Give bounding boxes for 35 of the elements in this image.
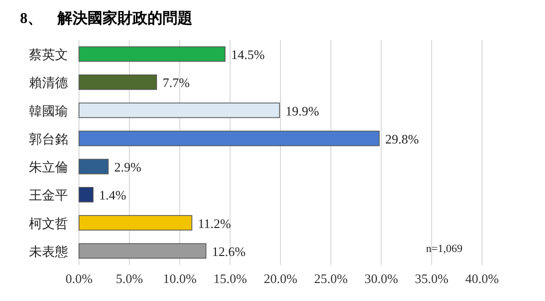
x-tick-label: 40.0% [465,271,499,286]
y-tick-label: 未表態 [29,244,68,259]
bar [78,186,94,202]
y-tick-label: 韓國瑜 [29,103,68,118]
data-label: 11.2% [198,216,232,231]
bar [78,102,280,118]
data-label: 2.9% [114,160,142,175]
data-label: 1.4% [99,188,126,203]
x-tick-label: 25.0% [314,271,348,286]
y-tick-label: 賴清德 [29,75,68,90]
x-tick-label: 10.0% [162,271,197,286]
bar [78,130,380,146]
x-tick-label: 30.0% [364,271,398,286]
y-tick-label: 朱立倫 [29,160,68,175]
x-tick-label: 35.0% [414,271,449,286]
data-label: 7.7% [162,75,190,90]
title: 8、 解決國家財政的問題 [20,11,192,27]
y-tick-label: 王金平 [29,188,68,203]
x-tick-label: 0.0% [65,271,93,286]
bar [78,74,157,90]
bar [78,158,109,174]
y-tick-label: 柯文哲 [29,216,68,231]
y-tick-label: 郭台銘 [29,131,68,146]
bar [78,46,226,62]
data-label: 29.8% [385,131,419,146]
x-tick-label: 5.0% [116,271,144,286]
y-tick-label: 蔡英文 [29,47,68,62]
bar [78,243,206,259]
x-tick-label: 20.0% [264,271,298,286]
bar [78,215,192,231]
data-label: 19.9% [285,103,320,118]
data-label: 12.6% [212,244,246,259]
data-label: 14.5% [231,47,265,62]
annotation: n=1,069 [426,243,463,255]
x-tick-label: 15.0% [213,271,248,286]
